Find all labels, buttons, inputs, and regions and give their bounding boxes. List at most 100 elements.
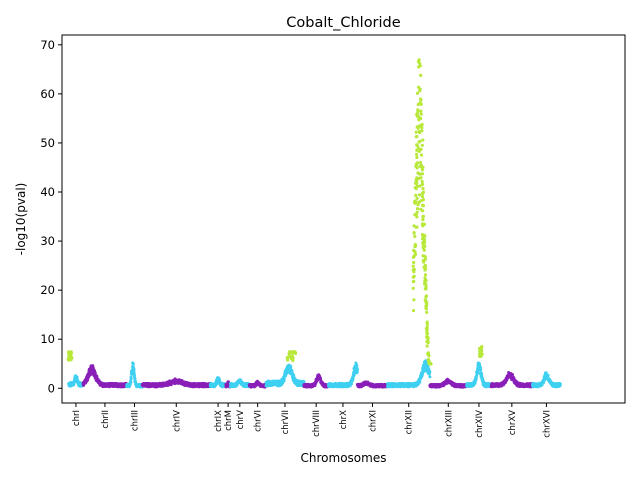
significant-point [67,354,71,359]
data-point [129,380,133,384]
significant-point [414,135,418,139]
y-axis-ticks: 0 10 20 30 40 50 60 70 [40,38,62,395]
significant-point [424,287,428,291]
significant-point [419,112,423,116]
significant-point [291,358,295,363]
x-tick-label: chrIII [130,410,140,431]
y-tick-label: 0 [48,381,55,395]
significant-point [419,153,424,157]
significant-point [417,58,421,62]
significant-point [412,298,416,302]
y-tick-label: 30 [40,234,55,248]
data-point [355,368,359,372]
series-chrV [228,378,251,389]
series-chrIII [125,361,144,389]
x-tick-label: chrVII [281,410,291,434]
series-chrI [67,374,85,388]
data-point [290,369,294,373]
series-chrVIII [302,373,330,389]
significant-point [424,327,428,331]
y-tick-label: 60 [40,87,55,101]
significant-point [415,210,419,214]
significant-point [412,279,416,284]
significant-point [426,351,430,355]
significant-point [422,222,426,226]
significant-point [420,124,424,128]
data-point [546,373,550,377]
significant-point [418,61,422,65]
data-point [132,368,136,372]
significant-point [413,234,417,238]
significant-point [423,273,428,277]
significant-point [424,301,428,305]
x-tick-label: chrI [72,410,82,426]
series-chrVI [247,379,268,389]
plot-frame [61,34,626,404]
y-tick-label: 40 [40,185,55,199]
x-tick-label: chrIX [214,410,224,432]
plot-area [66,58,562,389]
x-axis-label: Chromosomes [301,451,387,465]
significant-point [423,276,427,280]
data-point [132,371,136,375]
x-tick-label: chrVIII [312,410,322,437]
x-tick-label: chrVI [254,410,264,432]
significant-points [285,350,298,363]
significant-point [413,213,417,217]
series-chrXIII [428,377,469,389]
significant-point [419,147,423,151]
significant-point [418,184,422,188]
significant-point [69,351,74,355]
significant-point [291,356,295,360]
significant-point [424,294,428,298]
data-point [349,382,353,386]
significant-point [419,73,423,77]
y-tick-label: 10 [40,332,55,346]
significant-point [414,225,418,229]
significant-point [423,255,427,259]
data-point [355,364,359,367]
significant-point [415,176,419,180]
significant-point [414,181,418,185]
data-point [93,371,97,375]
significant-point [425,344,429,348]
x-tick-label: chrXV [508,410,518,435]
x-tick-label: chrXI [368,410,378,432]
significant-point [423,280,427,284]
significant-point [416,114,420,118]
significant-point [419,176,423,180]
significant-point [419,199,423,203]
axes [61,34,626,404]
significant-point [288,355,292,359]
significant-point [418,139,422,143]
significant-point [415,207,420,211]
series-chrXIV [465,361,493,389]
data-point [282,377,286,381]
significant-point [418,87,422,91]
series-chrX [326,361,359,389]
significant-point [415,125,419,129]
significant-point [421,190,426,194]
significant-point [413,252,418,256]
significant-point [421,244,425,248]
significant-point [413,201,417,205]
significant-point [423,240,427,244]
significant-point [67,351,71,355]
significant-point [415,196,419,200]
significant-point [424,307,428,311]
data-point [476,370,479,374]
series-chrXI [355,380,389,389]
significant-points [411,58,433,366]
significant-point [421,218,425,222]
significant-point [412,248,416,252]
data-point [289,365,293,368]
significant-point [421,214,425,218]
significant-point [478,354,482,359]
significant-point [415,166,419,170]
significant-point [411,255,415,259]
x-tick-label: chrV [236,410,246,430]
data-point [292,373,296,377]
significant-point [416,203,420,207]
x-tick-label: chrM [224,410,234,431]
